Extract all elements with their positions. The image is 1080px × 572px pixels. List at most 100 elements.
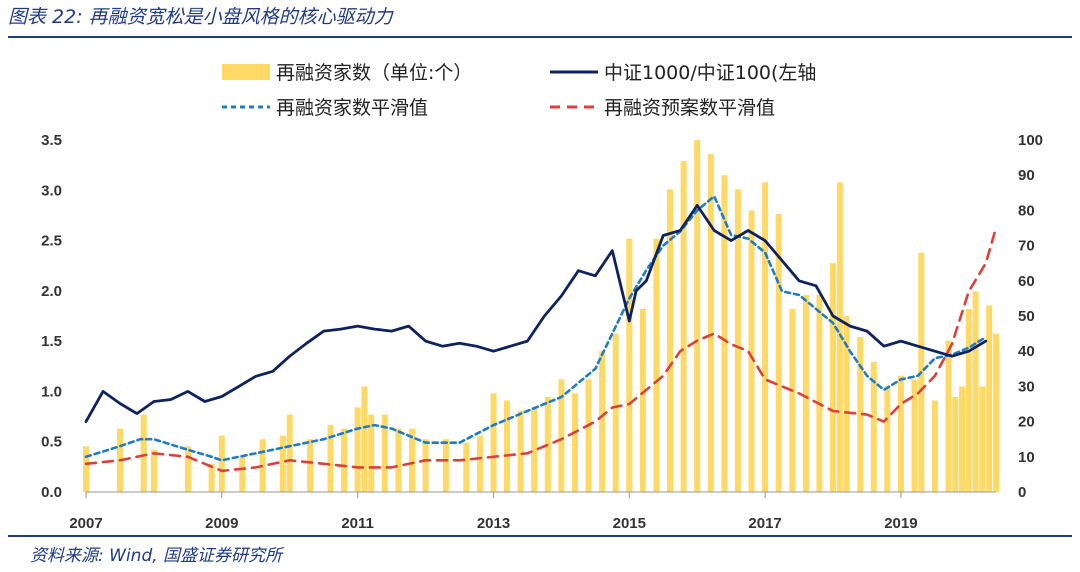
bar: [721, 175, 728, 492]
bar: [884, 386, 891, 492]
bar: [422, 439, 429, 492]
y-right-tick-label: 60: [1018, 273, 1035, 290]
bar: [572, 393, 578, 492]
bar: [734, 189, 741, 493]
bar: [307, 439, 314, 492]
bar: [626, 238, 633, 492]
footer-rule: [8, 535, 1072, 537]
y-right-tick-label: 80: [1018, 202, 1035, 219]
bar: [857, 337, 864, 492]
legend-label-smooth: 再融资家数平滑值: [276, 97, 428, 119]
bar: [945, 340, 952, 492]
y-right-tick-label: 0: [1018, 484, 1026, 501]
bar: [986, 305, 993, 492]
axes: 0.0 0.5 1.0 1.5 2.0 2.5 3.0 3.5 0 10 20 30 40 50 60 70 8…: [41, 132, 1043, 532]
bar: [517, 411, 524, 492]
bar: [442, 439, 449, 492]
bar: [208, 463, 215, 492]
bar: [707, 154, 714, 492]
bar: [911, 379, 918, 492]
bar: [802, 294, 809, 492]
bar: [83, 446, 89, 492]
bar: [286, 414, 293, 492]
bar: [476, 435, 483, 492]
bar: [490, 393, 497, 492]
csi-ratio-line: [84, 203, 988, 424]
x-tick-label: 2009: [205, 515, 238, 532]
y-left-tick-label: 1.5: [41, 333, 62, 350]
bar: [599, 351, 606, 492]
chart-title: 图表 22: 再融资宽松是小盘风格的核心驱动力: [8, 6, 393, 28]
x-tick-label: 2013: [477, 515, 510, 532]
bar: [775, 213, 782, 492]
bar: [639, 309, 646, 492]
x-tick-label: 2019: [884, 515, 917, 532]
line-series: [84, 195, 998, 473]
bar: [830, 263, 836, 492]
bar: [531, 407, 538, 492]
bar: [959, 386, 965, 492]
bar: [504, 400, 510, 492]
bar: [140, 414, 147, 492]
bar: [897, 375, 904, 492]
y-left-tick-label: 1.0: [41, 383, 62, 400]
bar-series: [83, 140, 999, 493]
bar: [341, 428, 348, 492]
bar: [843, 316, 850, 492]
bar: [762, 182, 769, 492]
bar: [653, 238, 660, 492]
y-right-tick-label: 70: [1018, 238, 1035, 255]
bar: [612, 333, 619, 492]
y-right-tick-label: 40: [1018, 343, 1035, 360]
refinancing-smooth-line: [84, 195, 988, 462]
y-right-tick-label: 20: [1018, 414, 1035, 431]
bar: [184, 446, 191, 492]
bar: [789, 309, 796, 492]
bar: [239, 456, 246, 492]
bar: [680, 161, 687, 492]
bar: [931, 400, 938, 492]
bar: [667, 189, 673, 493]
y-right-tick-label: 30: [1018, 378, 1035, 395]
x-tick-label: 2007: [69, 515, 102, 532]
bar: [952, 397, 959, 492]
x-tick-label: 2017: [748, 515, 781, 532]
bar: [150, 449, 157, 492]
legend-label-bars: 再融资家数（单位:个）: [276, 62, 472, 84]
y-right-tick-label: 100: [1018, 132, 1043, 149]
bar: [218, 435, 225, 492]
bar: [558, 379, 565, 492]
y-left-tick-label: 2.5: [41, 233, 62, 250]
y-left-tick-label: 3.5: [41, 132, 62, 149]
y-left-tick-label: 0.0: [41, 484, 62, 501]
bar: [327, 425, 334, 492]
legend-label-index: 中证1000/中证100(左轴: [604, 62, 816, 84]
bar: [361, 386, 368, 492]
bar: [395, 428, 402, 492]
bar: [585, 379, 592, 492]
y-right-tick-label: 90: [1018, 167, 1035, 184]
bar: [279, 435, 286, 492]
y-left-tick-label: 2.0: [41, 283, 62, 300]
bar: [354, 407, 361, 492]
source-note: 资料来源: Wind, 国盛证券研究所: [30, 546, 283, 566]
bar: [694, 140, 701, 492]
bar: [993, 333, 999, 492]
bar: [816, 294, 823, 492]
bar: [979, 386, 986, 492]
legend-swatch-bars: [222, 64, 270, 80]
bar: [409, 428, 415, 492]
bar: [965, 309, 972, 492]
bar: [368, 414, 375, 492]
y-right-tick-label: 50: [1018, 308, 1035, 325]
y-left-tick-label: 0.5: [41, 434, 62, 451]
title-rule: [8, 36, 1072, 38]
proposal-smooth-line: [84, 226, 998, 473]
bar: [463, 442, 470, 492]
x-tick-label: 2011: [341, 515, 374, 532]
legend-label-proposal: 再融资预案数平滑值: [604, 97, 775, 119]
bar: [870, 361, 877, 492]
bar: [972, 291, 979, 492]
